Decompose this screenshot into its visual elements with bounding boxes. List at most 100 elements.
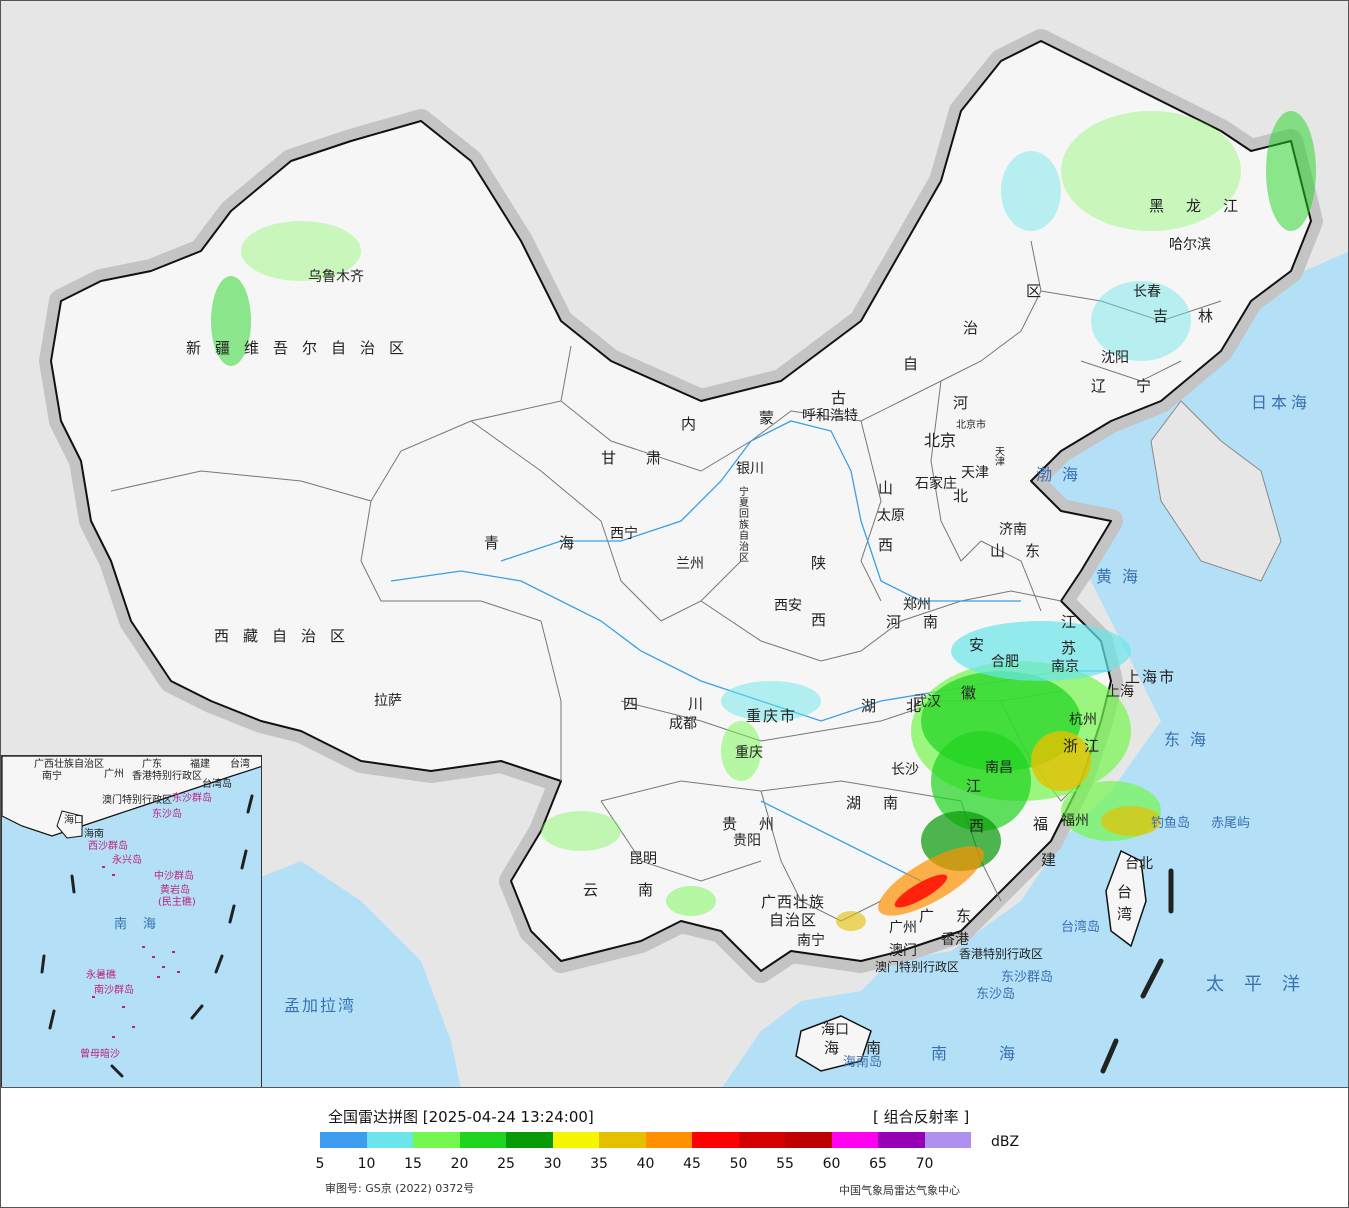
city-label-wuhan: 武汉 <box>913 694 941 710</box>
tick-label-70: 70 <box>915 1156 934 1172</box>
region-label-jiangxi-1: 江 <box>966 777 996 795</box>
region-label-shandong: 山东 <box>990 542 1061 560</box>
tick-label-30: 30 <box>543 1156 562 1172</box>
city-label-hefei: 合肥 <box>991 654 1019 670</box>
region-label-liaoning: 辽宁 <box>1091 377 1182 395</box>
inset-canvas <box>2 756 261 1078</box>
inset-label-huangyan: 黄岩岛 <box>160 885 190 896</box>
inset-label-fujian: 福建 <box>190 759 210 770</box>
city-label-shanghai: 上海 <box>1106 684 1134 700</box>
maritime-boundary <box>1100 868 1174 1074</box>
island-label-hainan-island: 海南岛 <box>843 1055 883 1070</box>
color-swatch-13 <box>924 1132 971 1148</box>
city-label-fuzhou: 福州 <box>1061 813 1089 829</box>
region-label-shaanxi-2: 西 <box>811 611 841 629</box>
legend-title: 全国雷达拼图 [2025-04-24 13:24:00] <box>328 1108 594 1126</box>
region-label-guizhou: 贵州 <box>722 815 797 833</box>
color-scale-bar <box>320 1132 971 1148</box>
region-label-xizang: 西藏自治区 <box>214 627 360 645</box>
city-label-hongkong: 香港 <box>941 932 969 948</box>
tick-label-5: 5 <box>315 1156 325 1172</box>
island-label-chiwei: 赤尾屿 <box>1211 816 1251 831</box>
sea-label-south-sea: 南海 <box>931 1044 1068 1063</box>
region-label-xinjiang: 新疆维吾尔自治区 <box>186 339 419 357</box>
region-label-neimenggu-4: 自 <box>903 355 933 373</box>
inset-label-zhongsha: 中沙群岛 <box>154 871 194 882</box>
map-canvas <box>39 29 1348 1087</box>
color-swatch-11 <box>831 1132 878 1148</box>
city-label-urumqi: 乌鲁木齐 <box>308 269 364 285</box>
tick-label-55: 55 <box>776 1156 794 1172</box>
legend-product: [ 组合反射率 ] <box>873 1108 970 1126</box>
taiwan-land <box>1105 849 1147 948</box>
inset-label-hk: 香港特别行政区 <box>132 771 202 782</box>
color-swatch-4 <box>506 1132 553 1148</box>
city-label-xian: 西安 <box>774 598 802 614</box>
region-label-hainan-1: 海 <box>824 1039 854 1057</box>
inset-label-taiwan: 台湾 <box>230 759 250 770</box>
south-china-sea-inset: 广西壮族自治区 广东 福建 台湾 南宁 广州 香港特别行政区 澳门特别行政区 台… <box>1 755 262 1087</box>
inset-label-minzhu: (民主礁) <box>158 897 196 908</box>
city-label-lhasa: 拉萨 <box>374 693 402 709</box>
region-label-guangdong: 广东 <box>919 907 994 925</box>
inset-label-xisha: 西沙群岛 <box>88 841 128 852</box>
color-swatch-9 <box>738 1132 785 1148</box>
city-label-shijiazhuang: 石家庄 <box>915 476 957 492</box>
tick-label-50: 50 <box>729 1156 748 1172</box>
region-label-jiangxi-2: 西 <box>969 817 999 835</box>
region-label-anhui-2: 徽 <box>961 684 991 702</box>
tick-label-40: 40 <box>636 1156 655 1172</box>
city-label-haikou: 海口 <box>821 1022 849 1038</box>
city-label-macau: 澳门 <box>889 943 917 959</box>
color-swatch-7 <box>645 1132 692 1148</box>
city-label-hangzhou: 杭州 <box>1069 712 1097 728</box>
city-label-shenyang: 沈阳 <box>1101 350 1129 366</box>
island-label-dongsha-qundao: 东沙群岛 <box>1001 970 1054 985</box>
region-label-hebei-1: 河 <box>953 394 983 412</box>
data-source: 中国气象局雷达气象中心 <box>839 1184 960 1197</box>
city-label-chengdu: 成都 <box>669 716 697 732</box>
tick-label-60: 60 <box>822 1156 841 1172</box>
color-swatch-6 <box>599 1132 646 1148</box>
inset-label-yongshu: 永暑礁 <box>86 970 116 981</box>
region-label-fujian-2: 建 <box>1041 851 1071 869</box>
city-label-jinan: 济南 <box>999 522 1027 538</box>
region-label-jilin: 吉林 <box>1153 307 1244 325</box>
color-swatch-10 <box>785 1132 832 1148</box>
region-label-heilongjiang: 黑龙江 <box>1149 197 1261 215</box>
region-label-neimenggu-5: 治 <box>963 319 993 337</box>
sea-label-east-sea: 东海 <box>1164 730 1217 749</box>
inset-label-haikou: 海口 <box>64 815 84 826</box>
region-label-hubei: 湖北 <box>861 697 952 715</box>
sea-label-pacific: 太平洋 <box>1206 974 1320 995</box>
inset-label-taiwan-island: 台湾岛 <box>202 779 232 790</box>
city-label-nanjing: 南京 <box>1051 659 1079 675</box>
region-label-hainan-2: 南 <box>866 1039 896 1057</box>
city-label-guangzhou: 广州 <box>889 920 917 936</box>
island-label-diaoyu: 钓鱼岛 <box>1151 816 1191 831</box>
region-label-jiangsu-1: 江 <box>1061 613 1091 631</box>
city-label-changsha: 长沙 <box>891 762 919 778</box>
region-label-taiwan: 台湾 <box>1117 883 1133 923</box>
color-swatch-3 <box>459 1132 506 1148</box>
region-label-neimenggu-1: 内 <box>681 415 711 433</box>
inset-label-yongxing: 永兴岛 <box>112 855 142 866</box>
region-label-yunnan: 云南 <box>583 881 694 899</box>
region-label-ningxia: 宁夏回族自治区 <box>739 487 749 564</box>
region-label-shanghai: 上海市 <box>1125 668 1177 686</box>
color-swatch-12 <box>878 1132 925 1148</box>
city-label-chongqing: 重庆 <box>735 745 763 761</box>
region-label-neimenggu-6: 区 <box>1026 282 1056 300</box>
city-label-harbin: 哈尔滨 <box>1169 237 1211 253</box>
legend-unit: dBZ <box>991 1134 1020 1150</box>
region-label-anhui-1: 安 <box>969 636 999 654</box>
region-label-zhejiang: 浙江 <box>1063 737 1106 755</box>
region-label-shanxi-1: 山 <box>878 479 908 497</box>
city-label-tianjin-shi: 天津 <box>995 447 1005 468</box>
city-label-yinchuan: 银川 <box>736 461 764 477</box>
korea-land <box>1150 400 1282 582</box>
city-label-beijing-shi: 北京市 <box>956 420 986 431</box>
inset-label-dongsha: 东沙群岛 <box>172 793 212 804</box>
region-label-guangxi-2: 自治区 <box>769 911 818 929</box>
tick-label-45: 45 <box>683 1156 701 1172</box>
